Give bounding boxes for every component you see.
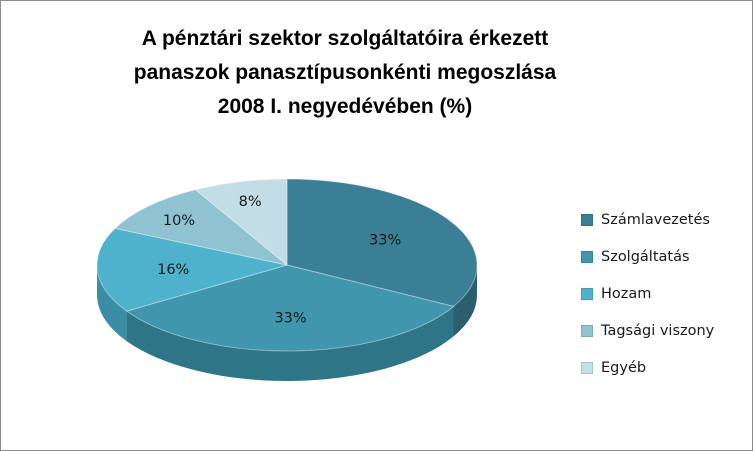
legend-label: Egyéb: [601, 359, 647, 376]
legend-label: Hozam: [601, 285, 652, 302]
legend-item: Egyéb: [581, 349, 751, 386]
pie-data-label: 33%: [369, 233, 401, 249]
pie-slices: [96, 178, 478, 382]
pie-data-label: 8%: [239, 194, 262, 210]
chart-legend: Számlavezetés Szolgáltatás Hozam Tagsági…: [581, 201, 751, 386]
pie-slice: [114, 189, 288, 266]
legend-swatch: [581, 324, 593, 337]
chart-title-line-3: 2008 I. negyedévében (%): [217, 95, 473, 118]
legend-item: Számlavezetés: [581, 201, 751, 238]
legend-swatch: [581, 213, 593, 226]
chart-title: A pénztári szektor szolgáltatóira érkeze…: [80, 22, 610, 124]
pie-data-label: 16%: [157, 262, 189, 278]
pie-slice-side: [97, 265, 127, 342]
pie-slice: [96, 227, 288, 312]
legend-swatch: [581, 361, 593, 374]
pie-slice: [286, 178, 478, 307]
legend-item: Tagsági viszony: [581, 312, 751, 349]
legend-label: Számlavezetés: [601, 211, 710, 228]
legend-item: Hozam: [581, 275, 751, 312]
pie-data-label: 33%: [274, 311, 306, 327]
pie-slice-side: [453, 265, 477, 337]
pie-slice: [194, 178, 288, 267]
legend-item: Szolgáltatás: [581, 238, 751, 275]
pie-slice-side: [126, 306, 454, 382]
pie-data-label: 10%: [163, 213, 195, 229]
pie-slice: [125, 264, 455, 352]
chart-title-line-2: panaszok panasztípusonkénti megoszlása: [133, 61, 557, 84]
legend-swatch: [581, 287, 593, 300]
pie-data-labels: 33% 33% 16% 10% 8%: [157, 194, 401, 327]
chart-title-line-1: A pénztári szektor szolgáltatóira érkeze…: [141, 27, 549, 50]
legend-swatch: [581, 250, 593, 263]
legend-label: Szolgáltatás: [601, 248, 690, 265]
legend-label: Tagsági viszony: [601, 322, 715, 339]
